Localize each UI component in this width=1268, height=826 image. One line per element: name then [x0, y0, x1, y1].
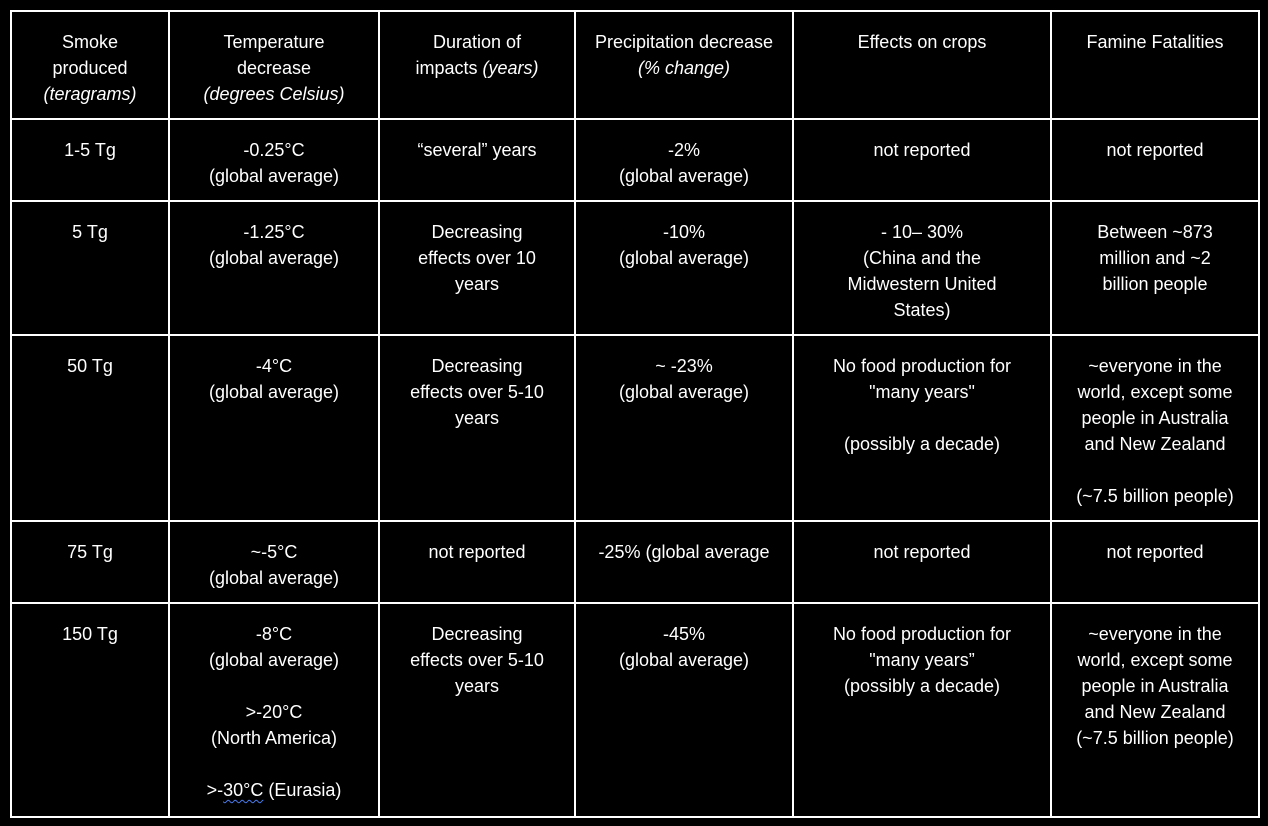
table-row: 1-5 Tg -0.25°C (global average) “several… [10, 118, 1260, 202]
nuclear-winter-table: Smoke produced (teragrams) Temperature de… [10, 10, 1260, 818]
crops-note: (possibly a decade) [843, 434, 1001, 454]
table-row: 75 Tg ~-5°C (global average) not reporte… [10, 520, 1260, 604]
cell-precipitation: -25% (global average [574, 520, 794, 604]
cell-famine: not reported [1050, 118, 1260, 202]
famine-note: (~7.5 billion people) [1076, 486, 1234, 506]
cell-famine: not reported [1050, 520, 1260, 604]
temp-eurasia: >-30°C (Eurasia) [206, 780, 342, 800]
cell-smoke: 5 Tg [10, 200, 170, 336]
cell-smoke: 50 Tg [10, 334, 170, 522]
cell-temperature: -0.25°C (global average) [168, 118, 380, 202]
cell-precipitation: -10% (global average) [574, 200, 794, 336]
famine-text: ~everyone in the world, except some peop… [1077, 356, 1233, 454]
cell-temperature: -1.25°C (global average) [168, 200, 380, 336]
cell-duration: Decreasing effects over 5-10 years [378, 334, 576, 522]
cell-crops: - 10– 30% (China and the Midwestern Unit… [792, 200, 1052, 336]
cell-precipitation: -2% (global average) [574, 118, 794, 202]
nuclear-winter-table-container: Smoke produced (teragrams) Temperature de… [10, 10, 1260, 818]
cell-crops: not reported [792, 118, 1052, 202]
header-crops: Effects on crops [792, 10, 1052, 120]
spellcheck-underline: 30°C [223, 780, 264, 800]
table-row: 50 Tg -4°C (global average) Decreasing e… [10, 334, 1260, 522]
cell-precipitation: ~ -23% (global average) [574, 334, 794, 522]
temp-north-america: >-20°C (North America) [210, 702, 338, 748]
cell-famine: Between ~873 million and ~2 billion peop… [1050, 200, 1260, 336]
cell-temperature: ~-5°C (global average) [168, 520, 380, 604]
cell-temperature: -8°C (global average) >-20°C (North Ameri… [168, 602, 380, 818]
cell-smoke: 150 Tg [10, 602, 170, 818]
cell-crops: No food production for "many years” (pos… [792, 602, 1052, 818]
cell-smoke: 1-5 Tg [10, 118, 170, 202]
header-duration: Duration of impacts (years) [378, 10, 576, 120]
header-row: Smoke produced (teragrams) Temperature de… [10, 10, 1260, 120]
table-row: 5 Tg -1.25°C (global average) Decreasing… [10, 200, 1260, 336]
cell-crops: not reported [792, 520, 1052, 604]
cell-famine: ~everyone in the world, except some peop… [1050, 334, 1260, 522]
header-famine: Famine Fatalities [1050, 10, 1260, 120]
header-smoke: Smoke produced (teragrams) [10, 10, 170, 120]
cell-temperature: -4°C (global average) [168, 334, 380, 522]
table-row: 150 Tg -8°C (global average) >-20°C (Nort… [10, 602, 1260, 818]
header-temperature: Temperature decrease (degrees Celsius) [168, 10, 380, 120]
cell-famine: ~everyone in the world, except some peop… [1050, 602, 1260, 818]
header-precipitation: Precipitation decrease (% change) [574, 10, 794, 120]
cell-duration: Decreasing effects over 10 years [378, 200, 576, 336]
cell-crops: No food production for "many years" (poss… [792, 334, 1052, 522]
cell-precipitation: -45% (global average) [574, 602, 794, 818]
cell-smoke: 75 Tg [10, 520, 170, 604]
cell-duration: not reported [378, 520, 576, 604]
crops-text: No food production for "many years" [832, 356, 1012, 402]
cell-duration: Decreasing effects over 5-10 years [378, 602, 576, 818]
temp-global: -8°C (global average) [208, 624, 340, 670]
cell-duration: “several” years [378, 118, 576, 202]
